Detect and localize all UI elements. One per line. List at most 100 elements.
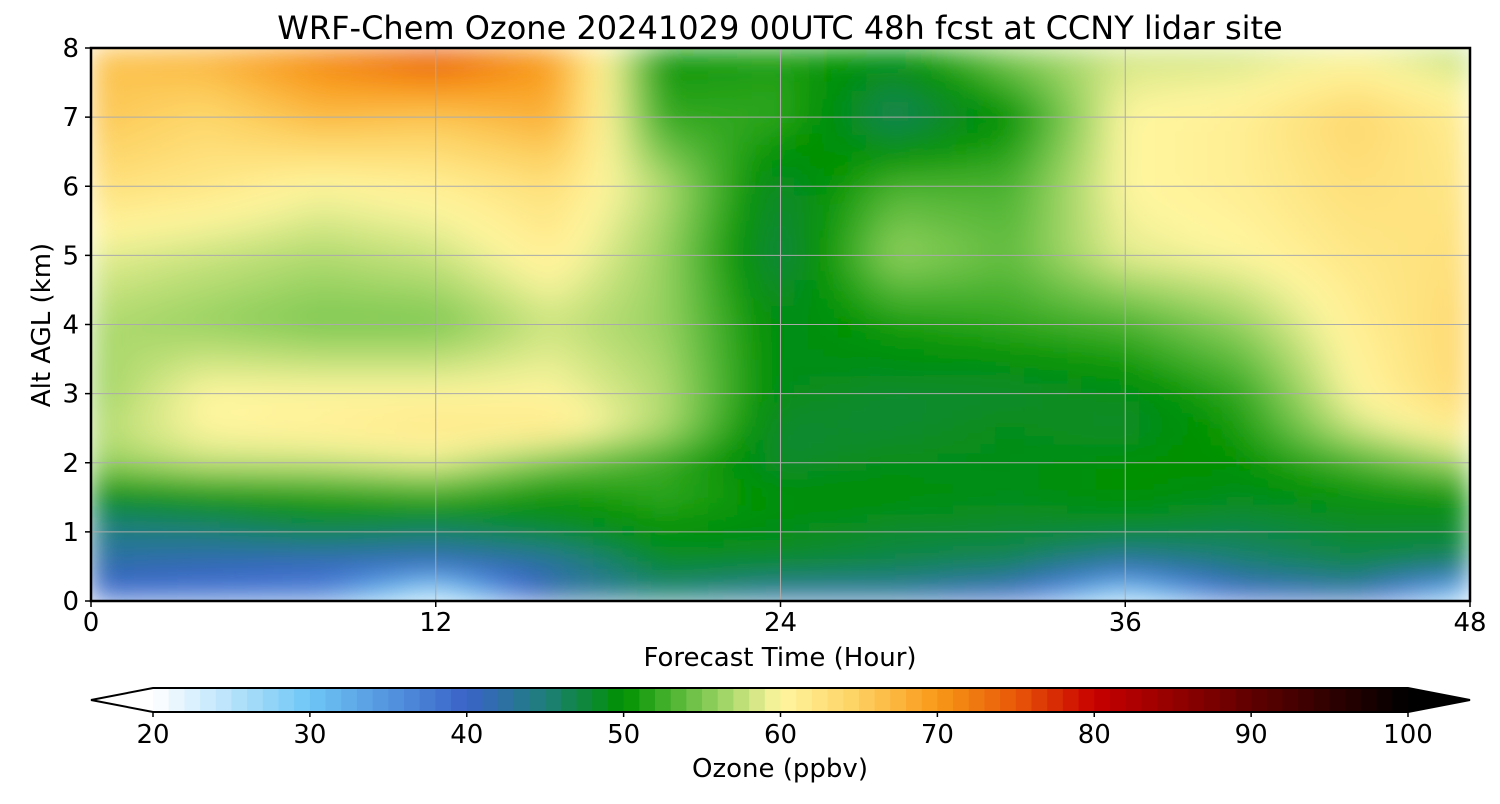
ozone-cell — [1110, 48, 1126, 58]
ozone-cell — [851, 410, 868, 421]
ozone-cell — [334, 263, 351, 274]
ozone-cell — [1052, 419, 1069, 429]
ozone-cell — [262, 203, 279, 213]
ozone-cell — [291, 194, 307, 205]
ozone-cell — [1182, 125, 1198, 135]
ozone-cell — [1440, 427, 1457, 438]
ozone-cell — [578, 410, 595, 421]
ozone-cell — [851, 358, 868, 369]
ozone-cell — [550, 151, 566, 161]
ozone-cell — [1024, 436, 1040, 446]
ozone-cell — [1153, 436, 1169, 446]
ozone-cell — [966, 289, 983, 300]
ozone-cell — [262, 358, 279, 369]
ozone-cell — [363, 168, 379, 179]
ozone-cell — [823, 168, 839, 179]
ozone-cell — [636, 436, 652, 446]
ozone-cell — [722, 280, 738, 291]
ozone-cell — [1426, 375, 1442, 386]
ozone-cell — [1210, 133, 1227, 144]
ozone-cell — [1412, 159, 1428, 170]
ozone-cell — [1426, 358, 1442, 369]
ozone-cell — [1024, 488, 1040, 498]
ozone-cell — [377, 289, 394, 300]
ozone-cell — [1368, 479, 1385, 490]
ozone-cell — [248, 220, 264, 230]
ozone-cell — [205, 263, 221, 274]
ozone-cell — [91, 246, 106, 256]
ozone-cell — [765, 177, 781, 187]
ozone-cell — [535, 48, 552, 58]
ozone-cell — [780, 82, 796, 92]
ozone-cell — [406, 289, 422, 300]
ozone-cell — [1024, 177, 1040, 187]
ozone-cell — [1426, 168, 1442, 179]
ozone-cell — [191, 73, 207, 84]
ozone-cell — [507, 393, 523, 403]
ozone-cell — [550, 254, 566, 265]
ozone-cell — [808, 64, 825, 75]
ozone-cell — [392, 419, 408, 429]
ozone-cell — [463, 393, 480, 403]
ozone-cell — [133, 159, 149, 170]
ozone-cell — [966, 358, 983, 369]
ozone-cell — [938, 289, 954, 300]
ozone-cell — [1239, 159, 1256, 170]
ozone-cell — [780, 341, 796, 351]
ozone-cell — [1139, 107, 1155, 118]
ozone-cell — [1239, 203, 1256, 213]
ozone-cell — [191, 254, 207, 265]
ozone-cell — [1210, 315, 1227, 325]
ozone-cell — [420, 427, 437, 438]
ozone-cell — [1081, 99, 1098, 109]
ozone-cell — [593, 151, 609, 161]
ozone-cell — [751, 220, 767, 230]
ozone-cell — [894, 116, 911, 127]
ozone-cell — [435, 427, 451, 438]
ozone-cell — [780, 393, 796, 403]
ozone-cell — [593, 349, 609, 360]
ozone-cell — [1412, 125, 1428, 135]
ozone-cell — [1282, 479, 1299, 490]
ozone-cell — [363, 289, 379, 300]
ozone-cell — [1096, 332, 1112, 343]
ozone-cell — [205, 384, 221, 395]
ozone-cell — [578, 289, 595, 300]
ozone-cell — [320, 56, 336, 66]
ozone-cell — [952, 133, 968, 144]
ozone-cell — [650, 56, 667, 66]
ozone-cell — [966, 133, 983, 144]
ozone-cell — [837, 444, 853, 455]
ozone-cell — [679, 298, 695, 308]
ozone-cell — [621, 228, 638, 239]
ozone-cell — [435, 228, 451, 239]
ozone-cell — [492, 64, 509, 75]
ozone-cell — [291, 254, 307, 265]
ozone-cell — [219, 341, 236, 351]
ozone-cell — [1297, 306, 1313, 317]
ozone-cell — [1268, 125, 1284, 135]
ozone-cell — [119, 220, 135, 230]
ozone-cell — [823, 48, 839, 58]
ozone-cell — [1368, 332, 1385, 343]
ozone-cell — [1196, 107, 1212, 118]
ozone-cell — [1210, 298, 1227, 308]
ozone-cell — [305, 133, 322, 144]
ozone-cell — [176, 453, 193, 464]
ozone-cell — [952, 384, 968, 395]
ozone-cell — [219, 298, 236, 308]
ozone-cell — [463, 263, 480, 274]
ozone-cell — [1282, 99, 1299, 109]
ozone-cell — [91, 159, 106, 170]
ozone-cell — [780, 73, 796, 84]
ozone-cell — [1110, 462, 1126, 472]
ozone-cell — [1110, 375, 1126, 386]
ozone-cell — [1383, 462, 1399, 472]
ozone-cell — [1397, 168, 1414, 179]
ozone-cell — [1052, 203, 1069, 213]
ozone-cell — [320, 444, 336, 455]
ozone-cell — [679, 488, 695, 498]
ozone-cell — [1096, 470, 1112, 481]
ozone-cell — [593, 306, 609, 317]
ozone-cell — [147, 185, 164, 196]
